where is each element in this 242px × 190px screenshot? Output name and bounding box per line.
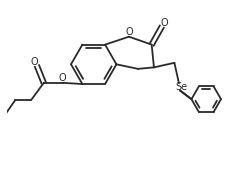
Text: Se: Se xyxy=(175,82,187,92)
Text: O: O xyxy=(126,27,133,37)
Text: O: O xyxy=(30,57,38,67)
Text: O: O xyxy=(161,18,168,28)
Text: O: O xyxy=(59,73,66,83)
